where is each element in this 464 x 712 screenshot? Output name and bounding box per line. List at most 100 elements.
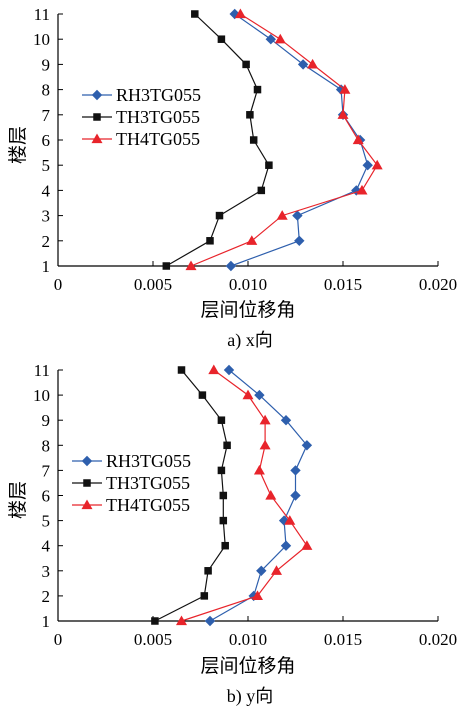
data-point-th4tg055-b: [252, 590, 263, 601]
data-point-th4tg055-a: [307, 58, 319, 69]
y-tick-label-a: 9: [42, 55, 51, 74]
series-line-th4tg055-b: [181, 369, 308, 622]
data-point-th3tg055-a: [242, 60, 250, 69]
data-point-th4tg055-a: [371, 159, 383, 170]
data-point-th3tg055-b: [217, 466, 226, 475]
series-line-th4tg055-a: [190, 13, 378, 267]
data-point-rh3tg055-b: [223, 364, 235, 376]
data-point-th4tg055-a: [352, 134, 364, 145]
legend-marker-rh3tg055-a: [91, 89, 103, 101]
x-tick-label-a: 0: [54, 275, 63, 294]
data-point-th4tg055-b: [259, 414, 271, 425]
y-tick-label-a: 1: [42, 257, 51, 276]
legend-marker-th4tg055-b: [81, 499, 93, 510]
y-tick-label-a: 2: [42, 232, 51, 251]
data-point-th3tg055-a: [217, 35, 226, 43]
data-point-rh3tg055-a: [265, 34, 276, 45]
y-axis-label-a: 楼层: [7, 126, 29, 164]
y-tick-label-b: 6: [42, 487, 51, 506]
data-point-th3tg055-b: [200, 592, 209, 600]
data-point-rh3tg055-b: [290, 465, 301, 476]
data-point-th3tg055-a: [253, 85, 262, 94]
x-tick-label-a: 0.010: [229, 275, 267, 294]
data-point-rh3tg055-a: [225, 260, 237, 272]
data-point-rh3tg055-b: [280, 415, 292, 426]
data-point-th3tg055-b: [151, 617, 159, 625]
legend-label-th3tg055-a: TH3TG055: [116, 107, 200, 127]
data-point-rh3tg055-a: [297, 59, 309, 70]
legend-marker-rh3tg055-b: [81, 455, 93, 467]
data-point-th3tg055-b: [177, 366, 186, 374]
data-point-rh3tg055-b: [204, 615, 216, 627]
data-point-th4tg055-a: [337, 109, 349, 119]
y-tick-label-a: 3: [42, 207, 51, 226]
y-tick-label-a: 10: [33, 30, 50, 49]
y-tick-label-b: 3: [42, 562, 51, 581]
data-point-th4tg055-b: [242, 389, 254, 400]
x-tick-label-b: 0.015: [324, 630, 362, 649]
x-tick-label-a: 0.020: [419, 275, 457, 294]
data-point-th4tg055-b: [176, 615, 187, 626]
x-tick-label-b: 0.020: [419, 630, 457, 649]
data-point-th3tg055-b: [204, 567, 212, 575]
legend-marker-th3tg055-b: [83, 479, 91, 487]
data-point-th3tg055-a: [191, 10, 199, 18]
data-point-th3tg055-b: [219, 491, 228, 500]
data-point-rh3tg055-b: [280, 540, 292, 551]
data-point-th3tg055-b: [221, 541, 229, 550]
data-point-th4tg055-b: [271, 565, 282, 575]
legend-marker-th3tg055-a: [93, 113, 101, 121]
legend-label-rh3tg055-b: RH3TG055: [106, 451, 191, 471]
data-point-th3tg055-a: [265, 161, 273, 169]
data-point-th3tg055-a: [257, 186, 266, 195]
data-point-rh3tg055-b: [254, 389, 265, 401]
x-tick-label-a: 0.005: [134, 275, 172, 294]
data-point-th3tg055-b: [223, 441, 231, 450]
x-tick-label-a: 0.015: [324, 275, 362, 294]
data-point-th4tg055-a: [185, 260, 197, 271]
y-tick-label-b: 11: [34, 361, 50, 380]
data-point-th4tg055-a: [246, 235, 258, 245]
data-point-th3tg055-b: [219, 516, 228, 525]
legend-marker-th4tg055-a: [91, 133, 103, 144]
data-point-th4tg055-b: [253, 464, 265, 475]
data-point-rh3tg055-b: [278, 515, 290, 526]
data-point-th4tg055-a: [276, 210, 288, 220]
data-point-th4tg055-b: [301, 540, 313, 550]
data-point-th3tg055-b: [217, 416, 226, 424]
x-tick-label-b: 0.010: [229, 630, 267, 649]
y-tick-label-b: 2: [42, 587, 51, 606]
y-tick-label-a: 11: [34, 5, 50, 24]
data-point-th4tg055-a: [339, 84, 351, 94]
y-tick-label-b: 1: [42, 612, 51, 631]
data-point-th4tg055-a: [356, 184, 368, 195]
y-tick-label-a: 5: [42, 156, 51, 175]
y-axis-label-b: 楼层: [7, 481, 29, 519]
y-tick-label-b: 4: [42, 537, 51, 556]
y-tick-label-b: 9: [42, 411, 51, 430]
x-tick-label-b: 0.005: [134, 630, 172, 649]
y-tick-label-b: 5: [42, 512, 51, 531]
legend-label-rh3tg055-a: RH3TG055: [116, 85, 201, 105]
data-point-th4tg055-a: [274, 33, 286, 44]
y-tick-label-a: 4: [42, 181, 51, 200]
data-point-th3tg055-a: [206, 237, 214, 245]
data-point-th4tg055-b: [284, 515, 296, 525]
data-point-th4tg055-b: [208, 364, 220, 375]
data-point-rh3tg055-a: [292, 210, 303, 221]
y-tick-label-b: 10: [33, 386, 50, 405]
y-tick-label-a: 6: [42, 131, 51, 150]
y-tick-label-b: 8: [42, 436, 51, 455]
data-point-th3tg055-a: [215, 211, 224, 220]
data-point-th3tg055-a: [162, 262, 171, 270]
caption-b: b) y向: [227, 686, 274, 707]
y-tick-label-a: 8: [42, 81, 51, 100]
data-point-rh3tg055-b: [301, 440, 313, 451]
data-point-th4tg055-a: [234, 8, 246, 19]
data-point-rh3tg055-b: [290, 490, 301, 501]
legend-label-th3tg055-b: TH3TG055: [106, 473, 190, 493]
caption-a: a) x向: [227, 330, 272, 351]
x-tick-label-b: 0: [54, 630, 63, 649]
data-point-th3tg055-b: [198, 391, 207, 399]
